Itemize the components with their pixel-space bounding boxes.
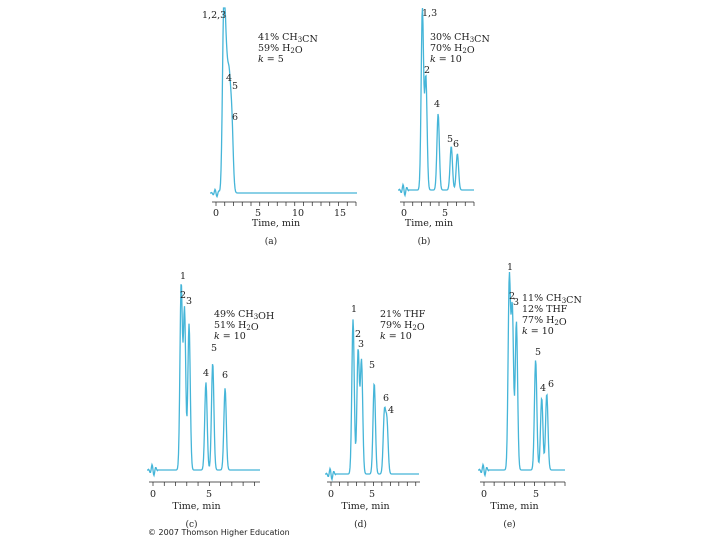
panel-a-tick-label: 5 <box>255 208 261 219</box>
panel-a-label: (a) <box>265 236 277 247</box>
panel-e-peak-label: 2 <box>509 291 515 302</box>
panel-c-tick-label: 0 <box>150 489 156 500</box>
panel-b-condition: 30% CH3CN <box>430 32 490 45</box>
panel-e-tick-label: 0 <box>481 489 487 500</box>
panel-d-peak-label: 1 <box>351 304 357 315</box>
panel-c-peak-label: 6 <box>222 370 228 381</box>
panel-c-x-label: Time, min <box>172 501 220 512</box>
panel-a-condition: 41% CH3CN <box>258 32 318 45</box>
panel-c-condition: k = 10 <box>214 331 246 342</box>
panel-b-peak-label: 1,3 <box>422 8 437 19</box>
panel-c-condition: 51% H2O <box>214 320 259 333</box>
panel-a-x-label: Time, min <box>252 218 300 229</box>
panel-a-peak-label: 5 <box>232 81 238 92</box>
copyright-notice: © 2007 Thomson Higher Education <box>148 528 290 537</box>
panel-b-peak-label: 4 <box>434 99 440 110</box>
panel-b-peak-label: 6 <box>453 139 459 150</box>
panel-e-trace <box>478 271 565 478</box>
panel-d-tick-label: 0 <box>328 489 334 500</box>
panel-b-condition: k = 10 <box>430 54 462 65</box>
panel-c-peak-label: 3 <box>186 296 192 307</box>
panel-a-tick-label: 0 <box>213 208 219 219</box>
panel-d-x-label: Time, min <box>341 501 389 512</box>
panel-d-peak-label: 2 <box>355 329 361 340</box>
panel-c-label: (c) <box>185 519 197 530</box>
panel-c-peak-label: 4 <box>203 368 209 379</box>
panel-d-tick-label: 5 <box>369 489 375 500</box>
panel-d-peak-label: 4 <box>388 405 394 416</box>
panel-a-peak-label: 4 <box>226 73 232 84</box>
panel-b-tick-label: 0 <box>401 208 407 219</box>
panel-e-x-label: Time, min <box>490 501 538 512</box>
panel-c-peak-label: 1 <box>180 271 186 282</box>
panel-a-peak-label: 1,2,3 <box>202 10 226 21</box>
panel-e-tick-label: 5 <box>533 489 539 500</box>
panel-b-peak-label: 2 <box>424 65 430 76</box>
panel-b-label: (b) <box>418 236 431 247</box>
panel-e-condition: 77% H2O <box>522 315 567 328</box>
panel-d-label: (d) <box>354 519 367 530</box>
panel-e-peak-label: 3 <box>513 297 519 308</box>
panel-d-condition: 21% THF <box>380 309 426 320</box>
panel-e-condition: 11% CH3CN <box>522 293 582 306</box>
panel-c-condition: 49% CH3OH <box>214 309 274 322</box>
panel-e-peak-label: 1 <box>507 262 513 273</box>
panel-a-trace <box>210 7 357 199</box>
panel-c-peak-label: 5 <box>211 343 217 354</box>
panel-d-peak-label: 6 <box>383 393 389 404</box>
panel-e-condition: k = 10 <box>522 326 554 337</box>
panel-d-condition: 79% H2O <box>380 320 425 333</box>
panel-c-trace <box>147 284 260 478</box>
panel-d-trace <box>325 319 419 482</box>
panel-b-tick-label: 5 <box>442 208 448 219</box>
panel-a-condition: k = 5 <box>258 54 284 65</box>
panel-e-peak-label: 6 <box>548 379 554 390</box>
panel-b-peak-label: 5 <box>447 134 453 145</box>
panel-e-peak-label: 5 <box>535 347 541 358</box>
panel-d-peak-label: 5 <box>369 360 375 371</box>
panel-c-peak-label: 2 <box>180 290 186 301</box>
panel-e-peak-label: 4 <box>540 383 546 394</box>
panel-e-condition: 12% THF <box>522 304 568 315</box>
panel-d-condition: k = 10 <box>380 331 412 342</box>
panel-c-tick-label: 5 <box>206 489 212 500</box>
panel-a-tick-label: 15 <box>334 208 346 219</box>
panel-a-condition: 59% H2O <box>258 43 303 56</box>
panel-e-label: (e) <box>503 519 515 530</box>
panel-b-trace <box>398 7 474 198</box>
panel-a-tick-label: 10 <box>292 208 304 219</box>
panel-d-peak-label: 3 <box>358 339 364 350</box>
panel-b-condition: 70% H2O <box>430 43 475 56</box>
panel-a-peak-label: 6 <box>232 112 238 123</box>
panel-b-x-label: Time, min <box>405 218 453 229</box>
